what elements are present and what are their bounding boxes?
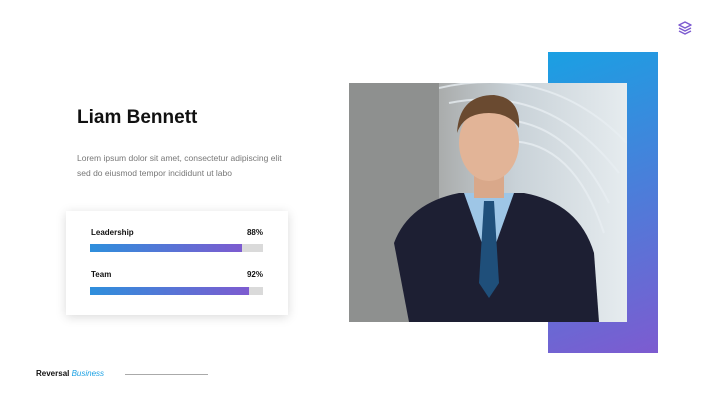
skill-value: 92%: [246, 270, 263, 279]
profile-photo: [349, 83, 627, 322]
brand-accent-text: Business: [71, 369, 105, 378]
skill-label: Leadership: [91, 228, 134, 237]
skill-bar: [90, 287, 263, 295]
footer-divider: [125, 374, 208, 375]
brand-text: Reversal: [36, 369, 70, 378]
person-name: Liam Bennett: [77, 107, 198, 128]
skill-bar-fill: [90, 287, 250, 295]
skill-value: 88%: [246, 228, 263, 237]
skill-label: Team: [91, 270, 112, 279]
layers-icon: [677, 20, 693, 41]
person-description: Lorem ipsum dolor sit amet, consectetur …: [77, 153, 282, 178]
skill-bar: [90, 244, 263, 252]
footer-brand: Reversal Business: [36, 369, 104, 378]
skill-bar-fill: [90, 244, 243, 252]
skills-card: Leadership 88% Team 92%: [66, 211, 288, 315]
